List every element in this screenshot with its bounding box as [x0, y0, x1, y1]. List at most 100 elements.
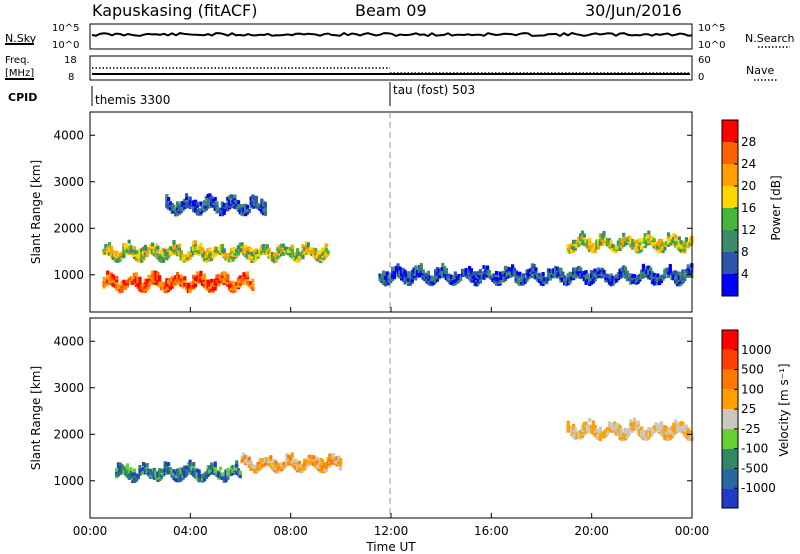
power-cell: [641, 274, 645, 279]
power-cell: [136, 281, 140, 286]
velocity-cell: [285, 453, 289, 458]
power-cell: [684, 269, 688, 274]
power-cell: [163, 249, 167, 253]
power-cell: [154, 247, 158, 252]
power-cell: [541, 272, 545, 276]
velocity-cell: [253, 465, 257, 470]
velocity-cell: [638, 428, 642, 433]
power-cell: [656, 248, 660, 253]
power-cell: [263, 246, 267, 251]
power-cell: [537, 277, 542, 282]
power-cell: [210, 252, 214, 257]
power-cell: [168, 250, 172, 255]
power-cell: [659, 239, 663, 243]
power-cell: [661, 244, 665, 249]
power-cell: [502, 278, 506, 283]
power-cell: [262, 248, 266, 253]
velocity-cell: [149, 468, 153, 473]
power-cell: [183, 256, 187, 261]
velocity-cell: [120, 466, 124, 471]
power-cell: [410, 277, 414, 282]
velocity-cell: [263, 459, 267, 463]
power-cell: [387, 275, 391, 279]
power-cell: [263, 201, 267, 206]
power-cell: [568, 245, 572, 250]
power-cell: [475, 282, 479, 287]
power-cell: [231, 285, 235, 290]
power-cell: [688, 270, 692, 274]
power-cell: [249, 247, 253, 252]
power-cell: [679, 248, 683, 253]
power-cell: [412, 274, 416, 279]
power-cell: [202, 208, 207, 213]
velocity-cell: [638, 432, 642, 437]
power-cell: [643, 235, 647, 240]
power-cell: [600, 274, 604, 279]
power-cell: [451, 278, 456, 283]
power-cell: [668, 268, 672, 273]
velocity-cell: [269, 455, 273, 460]
power-cell: [107, 248, 112, 253]
power-cell: [152, 276, 156, 281]
power-cell: [161, 258, 165, 263]
power-cell: [213, 250, 217, 255]
velocity-cell: [233, 464, 237, 469]
power-cell: [457, 278, 461, 283]
power-cell: [400, 272, 404, 277]
power-cell: [582, 273, 586, 278]
velocity-cell: [331, 455, 336, 460]
power-cell: [577, 240, 581, 245]
power-cell: [247, 246, 251, 251]
power-cell: [516, 278, 520, 283]
power-cell: [269, 254, 273, 259]
power-cell: [525, 276, 529, 281]
power-cell: [683, 249, 687, 254]
power-cell: [457, 276, 461, 281]
power-cell: [679, 240, 683, 245]
power-cell: [236, 277, 241, 282]
power-cell: [145, 285, 149, 290]
power-cell: [579, 237, 583, 242]
power-cell: [561, 276, 565, 281]
power-cell: [240, 207, 244, 212]
velocity-cell: [572, 432, 576, 437]
power-cell: [443, 266, 447, 271]
power-cell: [208, 253, 212, 258]
power-cell: [202, 257, 207, 262]
velocity-ylabel: Slant Range [km]: [29, 366, 43, 470]
power-cell: [391, 266, 395, 271]
power-cell: [627, 235, 631, 240]
power-cell: [636, 249, 640, 254]
power-cell: [152, 252, 156, 257]
power-cell: [124, 282, 128, 286]
freq-tick-top: 18: [64, 55, 77, 66]
power-cell: [143, 278, 147, 283]
power-cell: [229, 283, 233, 288]
power-cell: [636, 241, 640, 246]
velocity-colorbar-label: Velocity [m s⁻¹]: [777, 363, 791, 456]
power-cell: [156, 253, 160, 258]
power-cell: [322, 249, 327, 254]
velocity-colorbar-swatch: [722, 428, 738, 449]
power-cell: [677, 275, 681, 280]
velocity-cell: [294, 458, 298, 463]
power-cell: [430, 277, 434, 282]
power-cell: [616, 274, 620, 279]
power-cell: [486, 265, 490, 270]
velocity-cell: [188, 462, 192, 467]
power-cell: [575, 267, 579, 272]
power-cell: [598, 239, 602, 244]
power-cell: [502, 270, 506, 275]
power-cell: [236, 200, 241, 205]
power-cell: [638, 245, 642, 250]
power-cell: [176, 276, 180, 281]
power-cell: [145, 278, 149, 283]
velocity-cell: [294, 464, 298, 469]
velocity-cell: [133, 474, 137, 479]
velocity-cell: [324, 468, 328, 473]
power-cell: [249, 283, 253, 288]
power-cell: [681, 269, 685, 274]
velocity-cell: [315, 465, 319, 470]
power-cell: [426, 270, 430, 275]
power-cell: [679, 272, 683, 277]
